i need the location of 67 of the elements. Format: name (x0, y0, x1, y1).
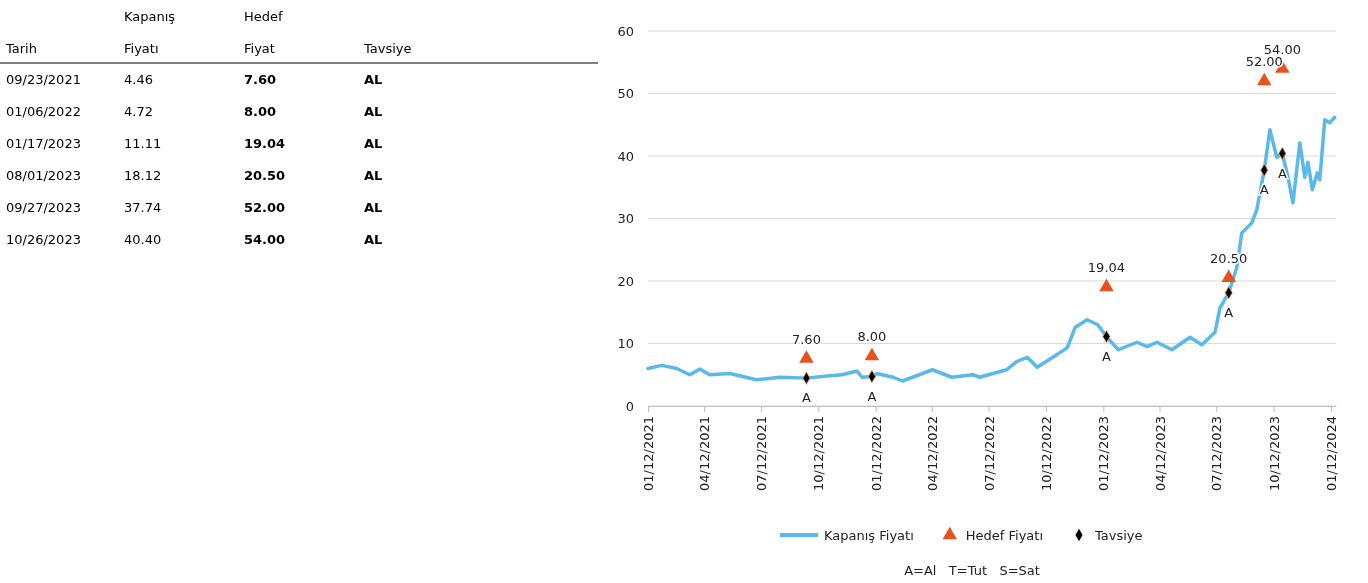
text: 54.00 (244, 232, 286, 247)
data-label: A (1224, 304, 1234, 320)
x-tick-label: 04/12/2023 (1152, 416, 1168, 491)
point (799, 350, 814, 363)
x-tick-label: 07/12/2021 (753, 416, 769, 491)
data-label: 52.00 (1245, 54, 1283, 69)
text: AL (364, 104, 383, 119)
x-tick-label: 10/12/2022 (1039, 416, 1054, 491)
point (1099, 278, 1114, 292)
data-label: 8.00 (857, 329, 887, 344)
text: 09/23/2021 (6, 72, 81, 87)
text: AL (364, 168, 383, 183)
text: 4.72 (124, 104, 153, 119)
x-tick-label: 07/12/2023 (1209, 416, 1225, 491)
data-label: 54.00 (1263, 41, 1301, 57)
text: 37.74 (124, 200, 162, 215)
category-label: Tavsiye (363, 41, 412, 56)
text: 09/27/2023 (6, 200, 81, 215)
text: AL (364, 136, 383, 151)
y-tick-label: 0 (625, 398, 634, 414)
line-series (646, 115, 1337, 383)
data-label: A (867, 388, 877, 404)
x-tick-label: 01/12/2023 (1096, 416, 1112, 491)
text: 19.04 (244, 136, 286, 151)
text: 10/26/2023 (6, 232, 81, 247)
text: 18.12 (124, 168, 162, 183)
y-tick-label: 20 (617, 273, 634, 289)
text: 20.50 (244, 168, 286, 183)
legend-label: Hedef Fiyatı (965, 528, 1043, 543)
x-tick-label: 04/12/2022 (924, 416, 940, 491)
text: AL (364, 200, 383, 215)
x-tick-label: 01/12/2021 (641, 416, 657, 491)
x-tick-label: 10/12/2021 (811, 416, 827, 491)
legend-label: Tavsiye (1094, 528, 1143, 543)
x-tick-label: 04/12/2021 (697, 416, 713, 491)
x-tick-label: 07/12/2022 (981, 416, 997, 491)
data-label: 19.04 (1087, 260, 1126, 275)
y-tick-label: 40 (617, 148, 634, 164)
data-label: A (1102, 348, 1112, 364)
y-tick-label: 30 (617, 211, 634, 227)
text: A=Al T=Tut S=Sat (904, 563, 1040, 578)
x-tick-label: 01/12/2022 (868, 416, 884, 491)
text: 52.00 (244, 200, 286, 215)
text: 7.60 (244, 72, 277, 87)
text: 8.00 (244, 104, 277, 119)
text: 01/06/2022 (6, 104, 81, 119)
x-tick-label: 10/12/2023 (1266, 416, 1282, 491)
text: 4.46 (124, 72, 153, 87)
point (864, 347, 880, 361)
y-tick-label: 10 (617, 336, 634, 352)
point (1221, 269, 1236, 283)
category-label: Tarih (5, 41, 37, 56)
text: 40.40 (124, 232, 162, 247)
data-label: 7.60 (791, 331, 821, 347)
x-tick-label: 01/12/2024 (1324, 416, 1340, 491)
y-tick-label: 50 (617, 86, 634, 102)
y-tick-label: 60 (617, 23, 634, 39)
text: 11.11 (124, 136, 162, 151)
text: 01/17/2023 (6, 136, 81, 151)
text: AL (364, 72, 383, 87)
text: AL (364, 232, 383, 247)
data-label: A (801, 390, 811, 406)
point (1257, 72, 1272, 86)
category-label: Kapanış Fiyatı (124, 9, 176, 56)
category-label: Hedef Fiyat (244, 9, 283, 56)
legend-label: Kapanış Fiyatı (824, 528, 914, 543)
text: 08/01/2023 (6, 168, 81, 183)
